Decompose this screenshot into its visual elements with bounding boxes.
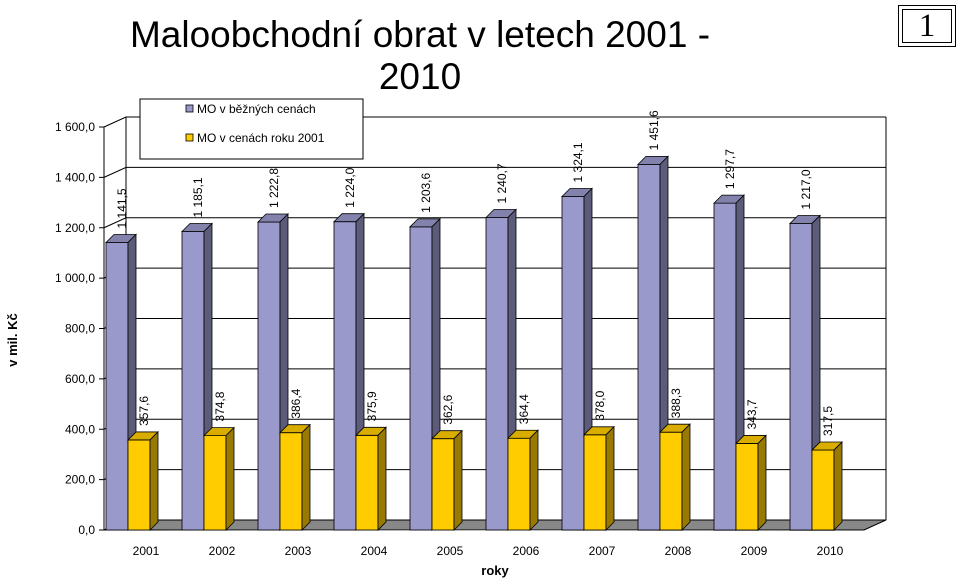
legend: MO v běžných cenách MO v cenách roku 2001 [139, 98, 364, 160]
chart-title: Maloobchodní obrat v letech 2001 - 2010 [129, 14, 711, 97]
bar-2001-prices [811, 441, 843, 531]
bar-2001-prices [659, 423, 691, 531]
data-label: 1 141,5 [115, 188, 129, 228]
y-tick-label: 1 000,0 [55, 271, 95, 285]
y-tick-label: 200,0 [65, 473, 95, 487]
data-label: 1 224,0 [343, 167, 357, 207]
data-label: 375,9 [365, 391, 379, 421]
bar-2001-prices [355, 426, 387, 531]
bar-2001-prices [279, 423, 311, 531]
x-tick-label: 2003 [285, 544, 312, 558]
y-axis-title: v mil. Kč [5, 313, 20, 366]
legend-swatch [185, 133, 194, 142]
data-label: 362,6 [441, 394, 455, 424]
data-label: 1 222,8 [267, 168, 281, 208]
y-tick-label: 1 400,0 [55, 170, 95, 184]
y-tick-label: 1 600,0 [55, 120, 95, 134]
legend-entry: MO v běžných cenách [197, 102, 316, 116]
y-tick-labels: 0,0 200,0 400,0 600,0 800,0 1 000,0 1 200,0 1 4… [55, 120, 95, 537]
x-tick-label: 2004 [361, 544, 388, 558]
bar-2001-prices [507, 429, 539, 531]
bar-2001-prices [203, 426, 235, 531]
grid-line [103, 217, 886, 229]
bar-2001-prices [735, 434, 767, 531]
data-label: 378,0 [593, 390, 607, 420]
legend-entry: MO v cenách roku 2001 [197, 131, 325, 145]
y-tick-label: 600,0 [65, 372, 95, 386]
data-label: 386,4 [289, 388, 303, 418]
data-label: 1 185,1 [191, 177, 205, 217]
data-label: 1 451,6 [647, 110, 661, 150]
data-label: 364,4 [517, 394, 531, 424]
data-label: 1 217,0 [799, 169, 813, 209]
bar-2001-prices [583, 425, 615, 531]
legend-box [139, 98, 364, 160]
bar-2001-prices [431, 429, 463, 531]
data-label: 317,5 [821, 406, 835, 436]
x-tick-label: 2010 [817, 544, 844, 558]
bars: 1 141,5 357,6 1 185,1 374,8 1 222,8 386,4 1 22… [105, 110, 843, 531]
bar-current-prices [561, 187, 593, 531]
x-tick-label: 2009 [741, 544, 768, 558]
bar-2001-prices [127, 430, 159, 531]
page-number-box: 1 [898, 5, 956, 47]
data-label: 1 203,6 [419, 172, 433, 212]
data-label: 1 240,7 [495, 163, 509, 203]
x-tick-label: 2007 [589, 544, 616, 558]
x-tick-labels: 2001 2002 2003 2004 2005 2006 2007 2008 2009 2010 [133, 544, 844, 558]
x-axis-title: roky [481, 563, 509, 578]
x-tick-label: 2001 [133, 544, 160, 558]
y-tick-label: 400,0 [65, 422, 95, 436]
data-label: 374,8 [213, 391, 227, 421]
x-tick-label: 2002 [209, 544, 236, 558]
data-label: 1 324,1 [571, 142, 585, 182]
data-label: 343,7 [745, 399, 759, 429]
y-tick-label: 800,0 [65, 322, 95, 336]
grid-line [103, 116, 886, 128]
y-tick-label: 1 200,0 [55, 221, 95, 235]
data-label: 357,6 [137, 396, 151, 426]
x-tick-label: 2008 [665, 544, 692, 558]
data-label: 1 297,7 [723, 149, 737, 189]
x-tick-label: 2006 [513, 544, 540, 558]
grid-line [103, 166, 886, 178]
x-tick-label: 2005 [437, 544, 464, 558]
data-label: 388,3 [669, 388, 683, 418]
y-tick-label: 0,0 [78, 523, 95, 537]
legend-swatch [185, 104, 194, 113]
